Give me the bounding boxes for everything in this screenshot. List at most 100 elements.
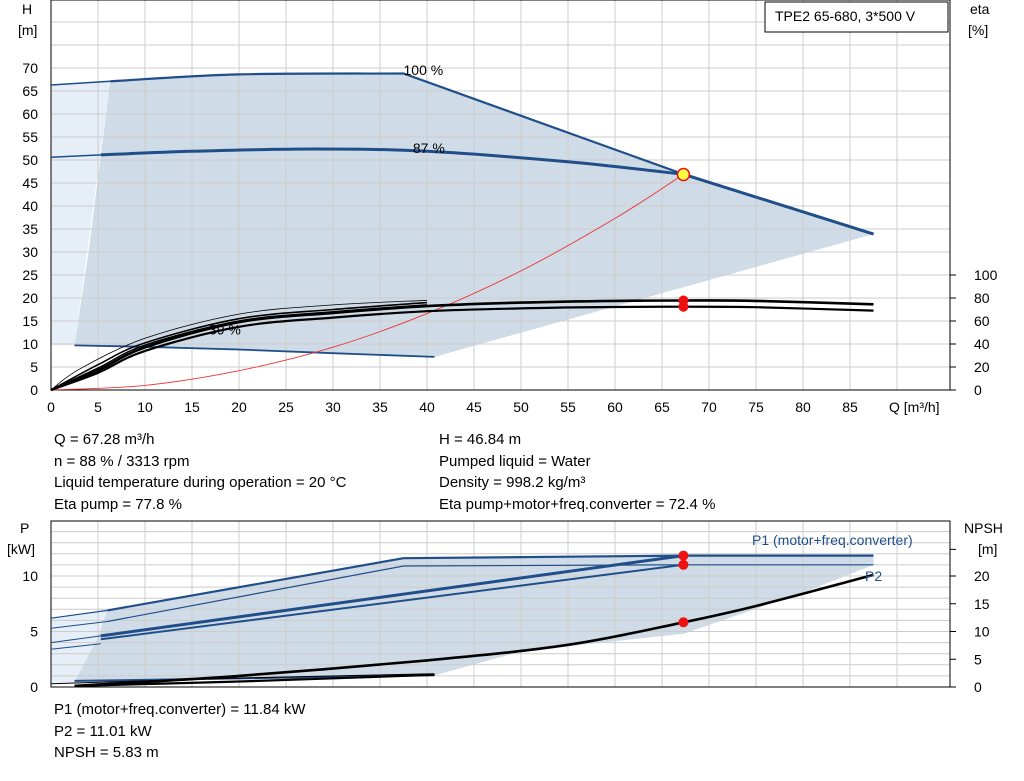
h-axis-unit: [m] — [18, 22, 37, 38]
info-liquid: Pumped liquid = Water — [439, 452, 591, 470]
h-tick-label: 25 — [22, 267, 38, 283]
npsh-tick-label: 20 — [974, 568, 990, 584]
grid-top — [51, 0, 950, 390]
npsh-axis-label: NPSH — [964, 520, 1003, 536]
p1-extension — [50, 609, 108, 619]
q-tick-label: 35 — [372, 399, 388, 415]
npsh-tick-label: 5 — [974, 651, 982, 667]
h-axis-label: H — [22, 1, 32, 17]
header-box — [764, 1, 949, 33]
operating-point-p1 — [678, 550, 689, 561]
info-bottom: P1 (motor+freq.converter) = 11.84 kW P2 … — [54, 699, 306, 764]
h-tick-label: 0 — [30, 382, 38, 398]
p2-87-extension — [50, 643, 101, 650]
q-tick-label: 55 — [560, 399, 576, 415]
qh-87-extension — [50, 154, 101, 158]
q-tick-label: 0 — [47, 399, 55, 415]
info-top-right: H = 46.84 m Pumped liquid = Water Densit… — [439, 429, 715, 515]
p2-extension — [50, 621, 108, 629]
curves-bottom — [50, 554, 874, 688]
operating-points — [676, 167, 691, 628]
qh-100-extension — [50, 80, 111, 86]
eta-tick-label: 0 — [974, 382, 982, 398]
p2-curve-87 — [100, 563, 684, 641]
tick-labels: 0 5 10 15 20 25 30 35 40 45 50 55 60 65 70 75 80 85051015… — [22, 60, 997, 695]
npsh-axis-unit: [m] — [978, 541, 997, 557]
p-axis-label: P — [20, 520, 29, 536]
qh-curve-39 — [74, 344, 435, 358]
q-axis-label: Q [m³/h] — [889, 399, 940, 415]
operating-point-qh — [676, 167, 691, 182]
q-tick-label: 60 — [607, 399, 623, 415]
info-speed: n = 88 % / 3313 rpm — [54, 452, 190, 470]
operating-point-npsh — [678, 617, 689, 628]
qh-curve-87-extension — [683, 172, 874, 236]
info-flow: Q = 67.28 m³/h — [54, 431, 155, 448]
operating-point-p2 — [678, 559, 689, 570]
eta-tick-label: 100 — [974, 267, 998, 283]
h-tick-label: 45 — [22, 175, 38, 191]
h-tick-label: 55 — [22, 129, 38, 145]
info-p1: P1 (motor+freq.converter) = 11.84 kW — [54, 701, 306, 718]
curve-label-39: 39 % — [209, 321, 241, 337]
q-tick-label: 85 — [842, 399, 858, 415]
q-tick-label: 40 — [419, 399, 435, 415]
q-tick-label: 15 — [184, 399, 200, 415]
npsh-curve-partload — [74, 673, 435, 687]
info-npsh: NPSH = 5.83 m — [54, 744, 159, 761]
p2-curve — [107, 564, 874, 623]
info-p2: P2 = 11.01 kW — [54, 722, 152, 740]
eta-curve-partload — [50, 301, 428, 391]
h-tick-label: 10 — [22, 336, 38, 352]
eta-tick-label: 20 — [974, 359, 990, 375]
info-head: H = 46.84 m — [439, 431, 522, 448]
info-top-left: Q = 67.28 m³/h n = 88 % / 3313 rpm Liqui… — [54, 429, 346, 515]
npsh-tick-label: 15 — [974, 596, 990, 612]
eta-curve — [50, 305, 874, 392]
q-tick-label: 30 — [325, 399, 341, 415]
curve-label-100: 100 % — [404, 62, 444, 78]
h-tick-label: 30 — [22, 244, 38, 260]
p1-87-extension — [50, 635, 101, 644]
q-tick-label: 20 — [231, 399, 247, 415]
h-tick-label: 5 — [30, 359, 38, 375]
h-tick-label: 15 — [22, 313, 38, 329]
eta-curve — [50, 299, 874, 392]
system-curve — [50, 173, 684, 391]
info-eta-pump: Eta pump = 77.8 % — [54, 495, 182, 513]
q-tick-label: 50 — [513, 399, 529, 415]
legend-p1: P1 (motor+freq.converter) — [752, 532, 913, 548]
q-tick-label: 80 — [795, 399, 811, 415]
h-tick-label: 40 — [22, 198, 38, 214]
light-area-top — [51, 81, 111, 346]
npsh-tick-label: 10 — [974, 624, 990, 640]
q-tick-label: 70 — [701, 399, 717, 415]
curves-top — [50, 72, 874, 392]
p-tick-label: 5 — [30, 624, 38, 640]
q-tick-label: 65 — [654, 399, 670, 415]
qh-curve-87 — [100, 147, 684, 176]
h-tick-label: 50 — [22, 152, 38, 168]
q-tick-label: 10 — [137, 399, 153, 415]
operating-areas — [51, 73, 874, 683]
p1-curve — [107, 554, 874, 612]
h-tick-label: 70 — [22, 60, 38, 76]
h-tick-label: 65 — [22, 83, 38, 99]
q-tick-label: 5 — [94, 399, 102, 415]
eta-tick-label: 80 — [974, 290, 990, 306]
npsh-tick-label: 0 — [974, 679, 982, 695]
npsh-curve-partload-thin — [50, 673, 435, 685]
operating-point-eta-total — [678, 301, 689, 312]
q-tick-label: 75 — [748, 399, 764, 415]
q-tick-label: 45 — [466, 399, 482, 415]
p-tick-label: 10 — [22, 568, 38, 584]
info-temperature: Liquid temperature during operation = 20… — [54, 474, 347, 491]
h-tick-label: 20 — [22, 290, 38, 306]
header-box-text: TPE2 65-680, 3*500 V — [775, 8, 916, 24]
legend-p2: P2 — [865, 568, 882, 584]
eta-axis-label: eta — [970, 1, 990, 17]
eta-tick-label: 40 — [974, 336, 990, 352]
npsh-curve — [74, 573, 874, 688]
q-tick-label: 25 — [278, 399, 294, 415]
p-tick-label: 0 — [30, 679, 38, 695]
